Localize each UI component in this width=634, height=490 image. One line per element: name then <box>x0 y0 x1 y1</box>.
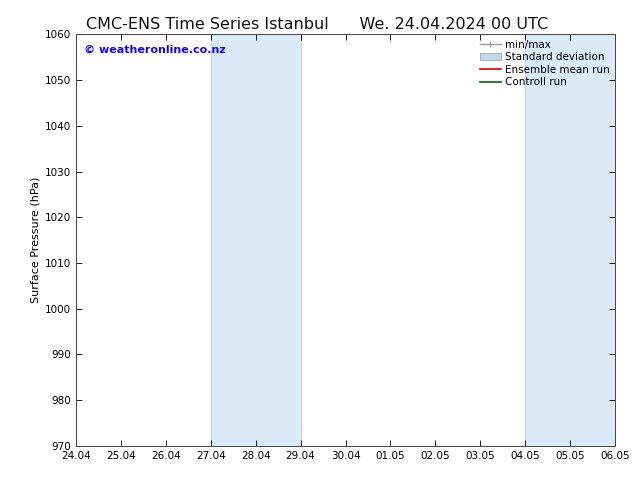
Bar <box>525 34 615 446</box>
Y-axis label: Surface Pressure (hPa): Surface Pressure (hPa) <box>31 177 41 303</box>
Text: CMC-ENS Time Series Istanbul      We. 24.04.2024 00 UTC: CMC-ENS Time Series Istanbul We. 24.04.2… <box>86 17 548 32</box>
Bar <box>210 34 301 446</box>
Legend: min/max, Standard deviation, Ensemble mean run, Controll run: min/max, Standard deviation, Ensemble me… <box>478 37 612 89</box>
Text: © weatheronline.co.nz: © weatheronline.co.nz <box>84 45 226 54</box>
